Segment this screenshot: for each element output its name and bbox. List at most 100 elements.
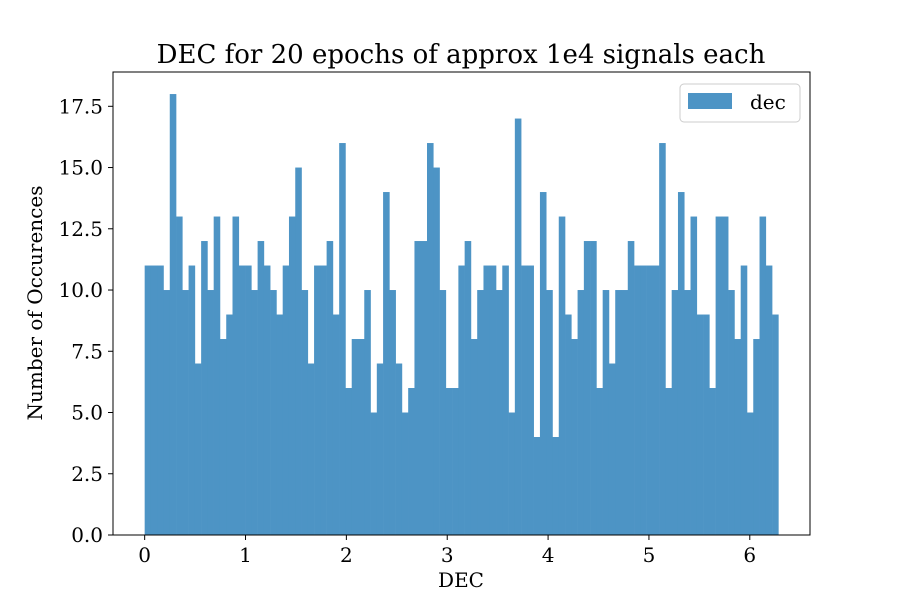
histogram-bar (345, 388, 353, 535)
histogram-bar (207, 290, 214, 535)
y-tick-label: 17.5 (58, 94, 103, 118)
histogram-bar (307, 363, 315, 535)
histogram-bar (245, 265, 252, 535)
histogram-bar (684, 290, 691, 535)
y-axis-label: Number of Occurences (23, 186, 47, 421)
histogram-bar (539, 192, 547, 535)
y-tick-label: 2.5 (71, 462, 103, 486)
histogram-bar (464, 241, 472, 536)
histogram-bar (496, 290, 503, 535)
histogram-bar (470, 339, 478, 535)
histogram-bar (646, 265, 654, 535)
y-axis-ticks: 0.0 2.5 5.0 7.5 10.0 12.5 15.0 17.5 (58, 94, 113, 547)
histogram-bar (652, 265, 660, 535)
histogram-bar (740, 265, 748, 535)
histogram-bar (677, 192, 685, 535)
histogram-bar (634, 265, 641, 535)
histogram-bar (583, 241, 591, 536)
histogram-bar (703, 314, 710, 535)
histogram-bar (427, 143, 434, 535)
histogram-bar (238, 265, 246, 535)
histogram-bar (753, 339, 760, 535)
histogram-bar (627, 241, 635, 536)
histogram-bar (558, 216, 566, 535)
histogram-bar (295, 167, 302, 536)
histogram-bar (590, 241, 597, 536)
histogram-bar (364, 290, 371, 535)
histogram-bar (489, 265, 497, 535)
y-tick-label: 7.5 (71, 339, 103, 363)
histogram-bar (351, 339, 359, 535)
histogram-bar (483, 265, 491, 535)
histogram-bar (383, 192, 390, 535)
histogram-bar (301, 290, 309, 535)
histogram-bar (219, 339, 227, 535)
chart-title: DEC for 20 epochs of approx 1e4 signals … (157, 40, 766, 70)
histogram-bar (370, 412, 378, 535)
histogram-bar (150, 265, 158, 535)
x-axis-ticks: 0 1 2 3 4 5 6 (138, 535, 756, 567)
histogram-bar (552, 437, 560, 535)
histogram-bar (169, 94, 177, 536)
histogram-bar (201, 241, 208, 536)
histogram-bar (502, 265, 509, 535)
histogram-bar (188, 265, 196, 535)
histogram-bar (182, 290, 189, 535)
histogram-bar (232, 216, 240, 535)
x-tick-label: 4 (542, 543, 555, 567)
histogram-bar (332, 314, 340, 535)
histogram-bar (477, 290, 484, 535)
histogram-bar (376, 363, 384, 535)
histogram-bar (194, 363, 202, 535)
y-tick-label: 15.0 (58, 156, 103, 180)
histogram-bar (671, 290, 679, 535)
histogram-bar (709, 388, 716, 535)
histogram-bar (577, 290, 585, 535)
x-tick-label: 3 (441, 543, 454, 567)
histogram-bar (602, 290, 610, 535)
histogram-bar (608, 363, 616, 535)
x-tick-label: 5 (643, 543, 656, 567)
histogram-bar (213, 216, 221, 535)
histogram-bar (389, 290, 396, 535)
histogram-bar (157, 265, 164, 535)
histogram-bar (288, 216, 296, 535)
histogram-bar (596, 388, 603, 535)
plot-frame (112, 71, 811, 536)
histogram-bar (144, 265, 152, 535)
histogram-bar (176, 216, 183, 535)
y-tick-label: 0.0 (71, 523, 103, 547)
y-tick-label: 12.5 (58, 217, 103, 241)
histogram-bar (759, 216, 767, 535)
histogram-bar (226, 314, 233, 535)
histogram-bar (665, 388, 672, 535)
histogram-bar (521, 265, 528, 535)
histogram-bar (276, 314, 283, 535)
histogram-bar (772, 314, 779, 535)
x-tick-label: 6 (743, 543, 756, 567)
histogram-bar (395, 363, 403, 535)
histogram-bar (715, 216, 723, 535)
histogram-bar (401, 412, 409, 535)
histogram-bar (728, 290, 735, 535)
histogram-bar (458, 265, 465, 535)
histogram-bar (445, 388, 453, 535)
histogram-bar (565, 314, 572, 535)
histogram-bar (314, 265, 321, 535)
x-tick-label: 1 (239, 543, 252, 567)
histogram-bar (659, 143, 666, 535)
legend-label: dec (750, 90, 786, 114)
histogram-bar (439, 290, 447, 535)
histogram-bar (408, 388, 415, 535)
histogram-bar (339, 143, 346, 535)
histogram-bar (546, 290, 553, 535)
histogram-bar (326, 241, 334, 536)
histogram-bar (452, 388, 459, 535)
histogram-bar (257, 241, 265, 536)
histogram-bar (420, 241, 428, 536)
histogram-bar (721, 216, 729, 535)
histogram-bar (357, 339, 365, 535)
histogram-bar (251, 290, 258, 535)
y-tick-label: 10.0 (58, 278, 103, 302)
histogram-bar (270, 290, 277, 535)
